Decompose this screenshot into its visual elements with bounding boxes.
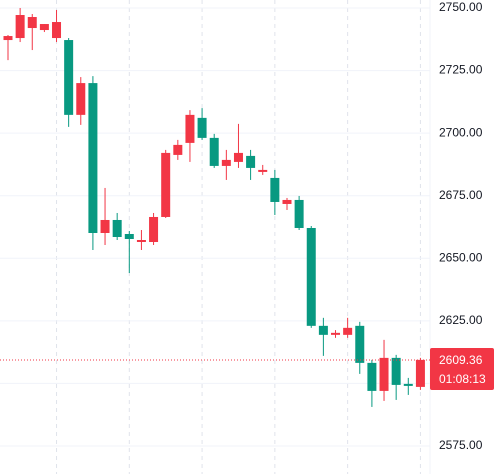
candle-body [88,83,98,233]
candle-body [209,137,219,166]
candle-body [258,169,268,172]
y-tick-label: 2675.00 [439,188,483,202]
y-tick-label: 2625.00 [439,313,483,327]
candle-body [52,22,62,39]
candle-body [136,240,146,243]
candle-body [100,219,110,233]
candle-body [149,216,159,243]
candle-body [185,114,195,143]
y-tick-label: 2575.00 [439,438,483,452]
candle-body [355,325,365,363]
candle-body [331,332,341,335]
candle-body [15,15,25,39]
candle-body [233,152,243,162]
candle-body [294,199,304,228]
candle-body [76,83,86,115]
candle-body [39,24,49,31]
y-tick-label: 2650.00 [439,250,483,264]
y-tick-label: 2725.00 [439,63,483,77]
candle-body [221,159,231,166]
candle-body [64,40,74,115]
candle-body [403,383,413,386]
last-price-label: 2609.36 [439,353,483,367]
candle-body [367,362,377,391]
candle-body [161,152,171,217]
y-tick-label: 2700.00 [439,125,483,139]
countdown-label: 01:08:13 [439,372,486,386]
candle-body [124,233,134,240]
y-tick-label: 2750.00 [439,0,483,14]
candle-body [112,219,122,237]
candle-body [379,357,389,391]
candle-body [306,227,316,326]
candle-body [343,327,353,335]
candle-body [27,17,37,29]
last-price-badge [430,347,494,390]
candle-body [391,357,401,385]
candle-body [318,325,328,335]
candle-body [415,359,425,387]
candle-body [270,177,280,202]
candle-body [197,117,207,138]
candle-body [282,199,292,204]
candle-body [173,144,183,155]
candle-body [3,36,13,41]
candle-body [246,155,256,168]
